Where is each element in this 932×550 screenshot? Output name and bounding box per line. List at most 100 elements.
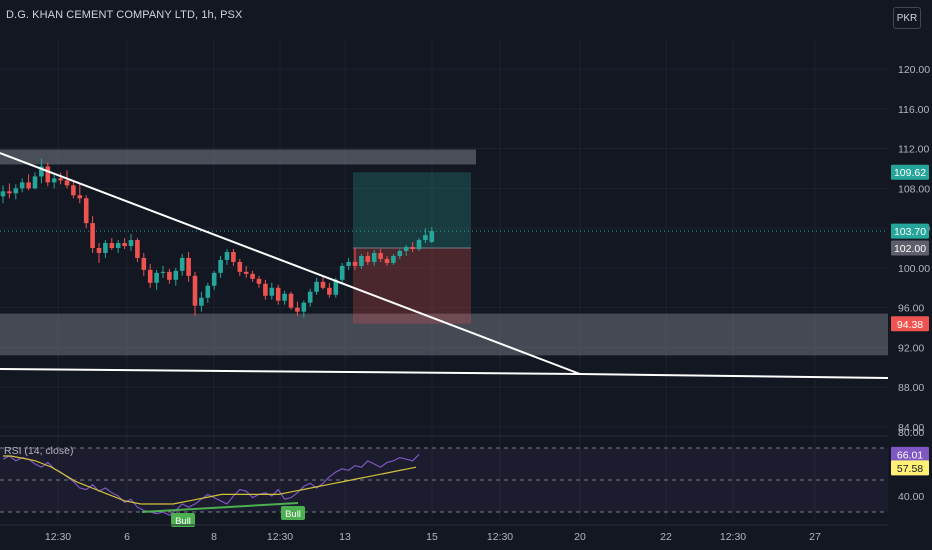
price-tick-label: 100.00 [898, 263, 930, 275]
demand-zone [0, 313, 888, 356]
candle-body [211, 272, 217, 286]
price-label-entry [891, 240, 929, 256]
time-tick-label: 12:30 [720, 531, 746, 543]
candle-body [0, 191, 6, 197]
candle-body [352, 261, 358, 266]
candle-body [397, 250, 403, 256]
time-tick-label: 12:30 [487, 531, 513, 543]
candle-body [77, 195, 83, 199]
candle-body [320, 281, 326, 288]
candle-body [237, 261, 243, 272]
price-axis[interactable]: 120.00116.00112.00108.00104.00100.0096.0… [891, 64, 930, 503]
candle-body [327, 287, 332, 295]
trendlines[interactable] [0, 152, 889, 379]
candle-body [115, 243, 121, 248]
time-tick-label: 22 [660, 531, 672, 543]
candle-body [160, 271, 166, 273]
price-tick-label: 116.00 [898, 104, 929, 116]
candle-body [333, 279, 339, 295]
loss-zone [353, 248, 471, 324]
candle-body [275, 287, 281, 301]
candle-body [109, 243, 115, 248]
price-label-last [891, 223, 929, 239]
rsi-legend-title: RSI (14, close) [4, 445, 73, 457]
time-tick-label: 6 [124, 531, 130, 543]
candle-body [250, 273, 255, 279]
candle-body [314, 281, 319, 292]
candle-body [96, 248, 102, 253]
price-tick-label: 84.00 [898, 422, 924, 434]
time-tick-label: 15 [426, 531, 438, 543]
candle-body [51, 178, 57, 183]
candle-body [391, 255, 396, 263]
candle-body [224, 251, 230, 260]
candle-body [19, 182, 25, 189]
candle-body [384, 258, 390, 263]
time-axis[interactable]: 12:30 6 8 12:30 13 15 12:30 20 22 12:30 27 [0, 524, 888, 543]
candle-body [410, 247, 415, 249]
bull-label-bg [171, 513, 195, 527]
candle-body [295, 307, 300, 312]
candle-body [263, 283, 268, 296]
price-tick-label: 108.00 [898, 183, 930, 195]
supply-zone [0, 149, 476, 165]
supply-demand-zones [0, 149, 888, 356]
support-trendline-right[interactable] [579, 373, 889, 379]
rsi-ma-line [3, 455, 417, 505]
profit-zone [353, 172, 471, 248]
candle-body [173, 270, 179, 280]
candle-body [26, 182, 31, 189]
candle-body [71, 185, 76, 196]
time-tick-label: 20 [574, 531, 586, 543]
candle-body [416, 240, 422, 249]
candle-body [32, 176, 38, 189]
price-label-text-stop: 94.38 [897, 319, 923, 331]
candle-body [288, 293, 294, 308]
candle-body [403, 247, 409, 251]
price-label-stop [891, 316, 929, 332]
candle-body [346, 261, 351, 266]
price-label-text-entry: 102.00 [894, 243, 926, 255]
candle-body [231, 251, 236, 262]
candle-body [45, 166, 51, 183]
currency-button[interactable]: PKR [893, 7, 921, 29]
price-tick-label: 96.00 [898, 303, 924, 315]
price-tick-label: 120.00 [898, 64, 930, 76]
candle-body [7, 191, 12, 194]
candle-body [39, 166, 44, 177]
candle-body [365, 255, 371, 262]
candle-body [141, 257, 147, 270]
candle-body [83, 198, 89, 224]
candle-body [128, 240, 134, 247]
candle-body [192, 275, 198, 306]
rsi-value-label-bg [891, 460, 929, 476]
candle-body [307, 291, 313, 303]
candle-body [371, 252, 377, 262]
rsi-pane: RSI (14, close) Bull Bull [0, 435, 888, 527]
bull-label-bg [281, 506, 305, 520]
price-tick-label: 112.00 [898, 144, 929, 156]
descending-trendline[interactable] [0, 152, 581, 375]
rsi-value-label: 57.58 [897, 463, 923, 475]
time-tick-label: 12:30 [267, 531, 293, 543]
bull-label: Bull [175, 516, 191, 527]
bullish-divergence-line [141, 502, 299, 513]
candle-body [13, 188, 19, 194]
rsi-tick-label: 40.00 [898, 491, 924, 503]
candle-body [378, 252, 383, 259]
rsi-value-label-bg [891, 446, 929, 462]
rsi-tick-label: 80.00 [898, 427, 924, 439]
candle-body [423, 235, 428, 241]
time-tick-label: 13 [339, 531, 351, 543]
price-tick-label: 92.00 [898, 342, 924, 354]
candle-body [154, 272, 159, 283]
time-tick-label: 8 [211, 531, 217, 543]
candle-body [256, 278, 262, 284]
price-label-text-last: 103.70 [894, 226, 926, 238]
candle-body [179, 257, 185, 271]
candle-body [339, 265, 345, 280]
time-tick-label: 12:30 [45, 531, 71, 543]
support-trendline-left[interactable] [0, 368, 581, 375]
symbol-title: D.G. KHAN CEMENT COMPANY LTD, 1h, PSX [6, 9, 243, 21]
